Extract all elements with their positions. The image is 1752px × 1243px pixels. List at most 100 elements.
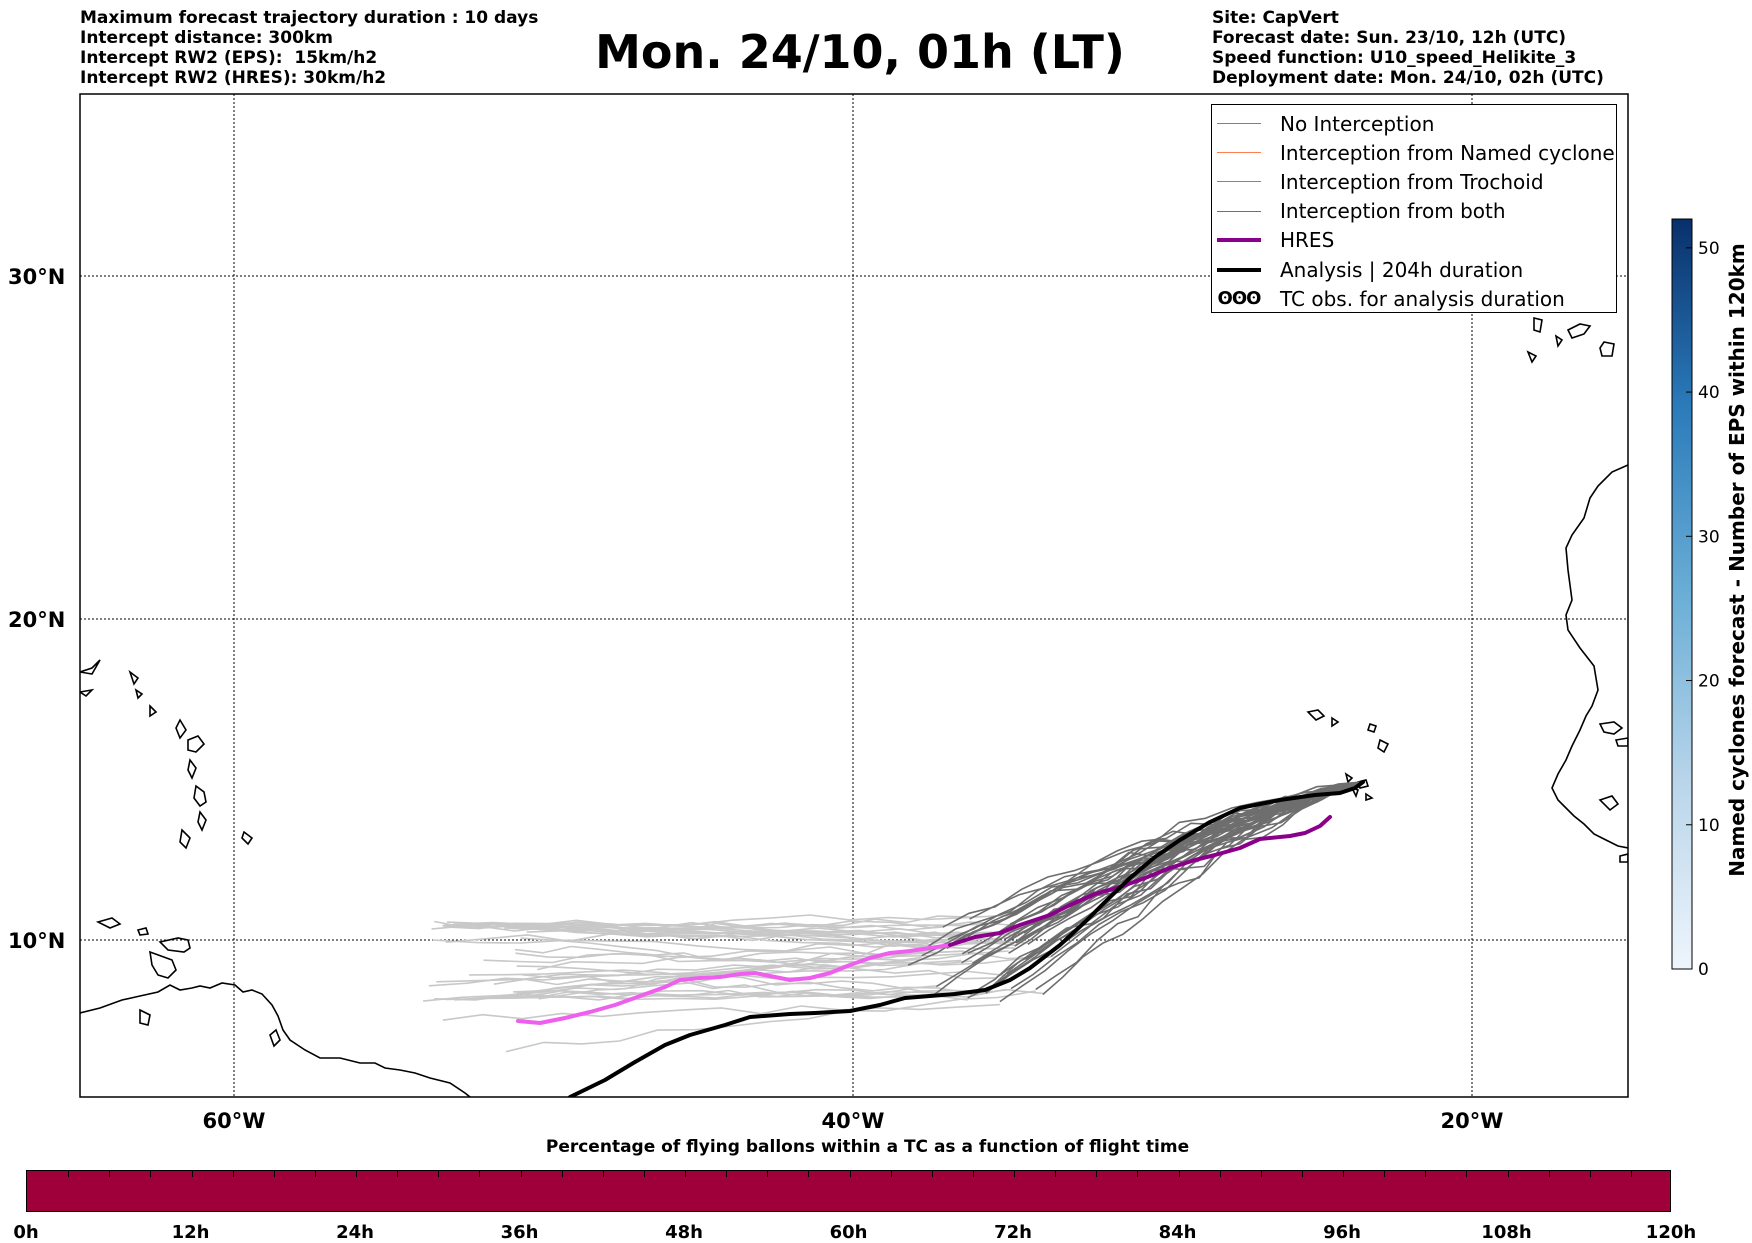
percentage-bar-minor-tick xyxy=(849,1171,851,1177)
percentage-bar-minor-tick xyxy=(1096,1171,1098,1177)
percentage-bar-minor-tick xyxy=(767,1171,769,1177)
eps-trajectory-dark xyxy=(961,781,1364,955)
percentage-bar-minor-tick xyxy=(397,1171,399,1177)
percentage-tick-label: 60h xyxy=(829,1222,868,1243)
percentage-bar-minor-tick xyxy=(1425,1171,1427,1177)
colorbar-tick-label: 20 xyxy=(1698,672,1720,692)
eps-trajectory-dark xyxy=(984,781,1364,992)
paria-peninsula xyxy=(149,950,177,979)
eps-trajectory-dark xyxy=(996,781,1364,978)
percentage-bar-minor-tick xyxy=(1219,1171,1221,1177)
colorbar-label: Named cyclones forecast - Number of EPS … xyxy=(1725,243,1749,877)
eps-trajectory-light xyxy=(516,965,971,995)
info-line-intercept-hres: Intercept RW2 (HRES): 30km/h2 xyxy=(80,68,387,88)
percentage-bar-minor-tick xyxy=(890,1171,892,1177)
lesser-antilles xyxy=(80,659,254,850)
percentage-bar-minor-tick xyxy=(232,1171,234,1177)
map-frame xyxy=(79,93,1629,1098)
lat-label-10n: 10°N xyxy=(8,929,65,953)
venezuela-islands xyxy=(95,917,150,936)
legend-label-trochoid: Interception from Trochoid xyxy=(1280,169,1544,194)
info-line-intercept-distance: Intercept distance: 300km xyxy=(80,28,333,48)
colorbar-tick-label: 30 xyxy=(1698,527,1720,547)
info-line-site: Site: CapVert xyxy=(1212,8,1339,28)
eps-trajectory-light xyxy=(443,922,943,931)
legend-label-analysis: Analysis | 204h duration xyxy=(1280,257,1524,282)
colorbar-ticks: 0 10 20 30 40 50 xyxy=(1686,239,1720,980)
percentage-bar-minor-tick xyxy=(1055,1171,1057,1177)
percentage-tick-label: 72h xyxy=(994,1222,1032,1243)
lon-label-40w: 40°W xyxy=(822,1109,885,1133)
eps-trajectory-light xyxy=(459,914,1006,926)
canary-islands xyxy=(1526,316,1615,364)
legend-swatch-hres xyxy=(1217,238,1261,243)
site-info-block: Site: CapVert Forecast date: Sun. 23/10,… xyxy=(1212,8,1604,88)
percentage-tick-label: 24h xyxy=(336,1222,374,1243)
eps-trajectory-light xyxy=(445,988,986,1001)
percentage-bar-minor-tick xyxy=(972,1171,974,1177)
legend-item-trochoid: Interception from Trochoid xyxy=(1212,167,1616,196)
cyclone-count-colorbar xyxy=(1671,218,1693,970)
lon-label-20w: 20°W xyxy=(1441,1109,1504,1133)
percentage-bar-minor-tick xyxy=(1589,1171,1591,1177)
legend-label-both: Interception from both xyxy=(1280,199,1506,224)
legend-item-named-cyclone: Interception from Named cyclone xyxy=(1212,138,1616,167)
eps-trajectory-light xyxy=(521,973,968,1001)
info-line-speed-function: Speed function: U10_speed_Helikite_3 xyxy=(1212,48,1577,68)
legend-item-both: Interception from both xyxy=(1212,197,1616,226)
percentage-bar-minor-tick xyxy=(1384,1171,1386,1177)
percentage-bar-minor-tick xyxy=(314,1171,316,1177)
percentage-bar-minor-tick xyxy=(1507,1171,1509,1177)
eps-trajectories-no-interception-light xyxy=(423,914,1051,1053)
eps-trajectory-light xyxy=(505,990,1036,1053)
percentage-bar-minor-tick xyxy=(479,1171,481,1177)
eps-trajectory-light xyxy=(526,915,970,935)
percentage-bar-minor-tick xyxy=(602,1171,604,1177)
percentage-bar-minor-tick xyxy=(1301,1171,1303,1177)
page-title: Mon. 24/10, 01h (LT) xyxy=(595,25,1125,79)
percentage-bar-minor-tick xyxy=(438,1171,440,1177)
percentage-bar-minor-tick xyxy=(726,1171,728,1177)
coastlines xyxy=(80,316,1628,1097)
percentage-tick-label: 108h xyxy=(1481,1222,1532,1243)
hres-trajectory-early xyxy=(516,943,952,1025)
cape-verde-islands xyxy=(1306,709,1390,802)
legend-swatch-no-interception xyxy=(1217,123,1261,125)
percentage-bar-minor-tick xyxy=(561,1171,563,1177)
percentage-bar-minor-tick xyxy=(520,1171,522,1177)
south-america-coast xyxy=(80,982,471,1097)
percentage-bar-minor-tick xyxy=(685,1171,686,1177)
percentage-bar-minor-tick xyxy=(1548,1171,1550,1177)
colorbar-tick-label: 40 xyxy=(1698,383,1720,403)
lat-label-30n: 30°N xyxy=(8,265,65,289)
legend-label-no-interception: No Interception xyxy=(1280,111,1435,136)
percentage-bar-minor-tick xyxy=(68,1171,70,1177)
trinidad xyxy=(158,937,191,953)
eps-trajectory-dark xyxy=(1010,781,1364,990)
eps-trajectory-light xyxy=(444,924,968,938)
legend-label-hres: HRES xyxy=(1280,228,1335,253)
percentage-bar-minor-tick xyxy=(1343,1171,1344,1177)
eps-trajectory-light xyxy=(515,952,973,965)
colorbar-tick-label: 0 xyxy=(1698,960,1709,980)
percentage-bar-minor-tick xyxy=(273,1171,275,1177)
eps-trajectory-dark xyxy=(1004,781,1364,940)
percentage-bar-minor-tick xyxy=(356,1171,357,1177)
percentage-bar-minor-tick xyxy=(1014,1171,1015,1177)
percentage-colorbar xyxy=(26,1170,1671,1212)
eps-trajectory-light xyxy=(485,922,1005,943)
eps-trajectory-dark xyxy=(1035,781,1364,991)
percentage-bar-minor-tick xyxy=(1630,1171,1632,1177)
legend-label-tc-obs: TC obs. for analysis duration xyxy=(1280,286,1565,311)
percentage-tick-label: 48h xyxy=(665,1222,703,1243)
percentage-tick-label: 120h xyxy=(1645,1222,1697,1243)
lon-label-60w: 60°W xyxy=(203,1109,266,1133)
percentage-tick-label: 96h xyxy=(1323,1222,1361,1243)
eps-trajectory-light xyxy=(538,939,949,1000)
eps-trajectory-light xyxy=(442,1003,1000,1021)
hres-trajectory-late xyxy=(948,815,1332,947)
orinoco-delta xyxy=(139,1008,281,1048)
legend-swatch-both xyxy=(1217,210,1261,212)
legend-item-analysis: Analysis | 204h duration xyxy=(1212,255,1616,284)
percentage-bar-minor-tick xyxy=(1178,1171,1180,1177)
